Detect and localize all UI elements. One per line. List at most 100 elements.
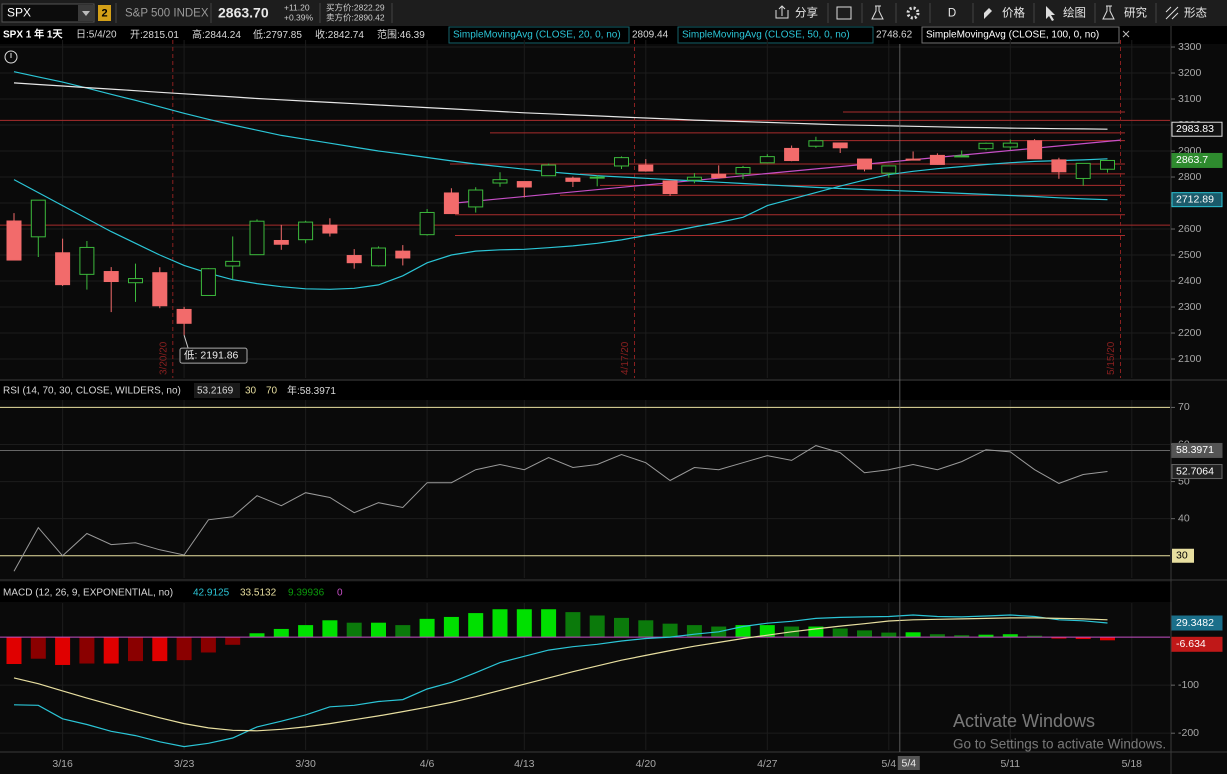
- rsi-year: 年:58.3971: [287, 384, 336, 397]
- histogram-bar: [322, 620, 338, 638]
- histogram-bar: [419, 618, 435, 638]
- period-button[interactable]: D: [948, 8, 956, 20]
- histogram-bar: [55, 637, 71, 665]
- histogram-bar: [541, 609, 557, 638]
- histogram-bar: [273, 628, 289, 638]
- candle-body: [200, 268, 216, 296]
- studies-button[interactable]: 研究: [1124, 6, 1147, 20]
- rsi-overbought: 70: [266, 386, 278, 397]
- value-box: [1171, 464, 1223, 480]
- histogram-bar: [638, 620, 654, 638]
- histogram-bar: [1002, 634, 1018, 638]
- candle-body: [298, 221, 314, 241]
- candle-body: [784, 147, 800, 162]
- date-label: 日:5/4/20: [76, 30, 117, 41]
- histogram-bar: [1051, 637, 1067, 639]
- price-header: [0, 26, 1227, 44]
- candle-body: [55, 252, 71, 286]
- candle-body: [711, 173, 727, 179]
- candle-body: [662, 180, 678, 195]
- low-callout-value: 2191.86: [200, 349, 238, 361]
- bid: 买方价:2822.29: [326, 2, 385, 12]
- low-info: 低:2797.85: [253, 28, 302, 41]
- candle-body: [565, 177, 581, 182]
- candle-body: [468, 189, 484, 208]
- x-tick-label: 4/13: [514, 758, 535, 770]
- toolbar: [0, 0, 1227, 26]
- candle-body: [735, 166, 751, 175]
- candle-body: [346, 255, 362, 264]
- candle-body: [954, 155, 970, 158]
- histogram-bar: [978, 634, 994, 638]
- sma-line: [13, 82, 1108, 130]
- settings-icon[interactable]: [906, 6, 920, 20]
- patterns-button[interactable]: 形态: [1184, 7, 1207, 20]
- histogram-bar: [954, 635, 970, 638]
- watermark-title: Activate Windows: [953, 711, 1095, 731]
- low-label: 低:: [253, 28, 266, 41]
- histogram-bar: [176, 637, 192, 661]
- candle-body: [1002, 142, 1018, 148]
- candle-body: [978, 142, 994, 150]
- x-tick-label: 4/6: [420, 758, 435, 770]
- macd-title: MACD (12, 26, 9, EXPONENTIAL, no): [3, 588, 173, 599]
- macd-line: [13, 617, 1108, 732]
- histogram-bar: [346, 622, 362, 638]
- histogram-bar: [395, 625, 411, 638]
- y-tick-label: 50: [1178, 475, 1190, 487]
- value-box-label: 2712.89: [1176, 193, 1214, 205]
- candle-body: [103, 271, 119, 283]
- price-button[interactable]: 价格: [1002, 6, 1025, 20]
- crosshair-box: [897, 756, 920, 770]
- study-box[interactable]: [677, 26, 874, 44]
- histogram-bar: [832, 628, 848, 638]
- link-badge[interactable]: [98, 5, 111, 21]
- y-tick-label: 70: [1178, 401, 1190, 413]
- ask: 卖方价:2890.42: [326, 12, 385, 22]
- candle-body: [614, 157, 629, 167]
- value-box: [1171, 121, 1223, 137]
- x-tick-label: 3/23: [174, 758, 195, 770]
- macd-line: [13, 614, 1108, 748]
- x-tick-label: 3/30: [295, 758, 316, 770]
- open-label: 开:: [130, 30, 143, 41]
- candle-body: [225, 260, 241, 267]
- dropdown-arrow: [82, 11, 90, 16]
- candle-body: [1051, 159, 1067, 173]
- candle-body: [541, 164, 557, 177]
- histogram-bar: [881, 632, 897, 638]
- drawing-button[interactable]: 绘图: [1063, 6, 1086, 20]
- histogram-bar: [103, 637, 119, 664]
- candle-body: [176, 308, 192, 324]
- flask-icon[interactable]: [871, 5, 884, 20]
- candle-body: [686, 176, 702, 181]
- change-pct: +0.39%: [284, 12, 314, 22]
- histogram-bar: [79, 637, 95, 664]
- open-info: 开:2815.01: [130, 30, 179, 41]
- candle-body: [516, 181, 532, 188]
- rsi-value: 53.2169: [197, 386, 234, 397]
- histogram-bar: [614, 617, 629, 638]
- histogram-bar: [808, 626, 824, 638]
- expiry-label: 5/15/20: [1106, 341, 1117, 375]
- macd-value: 42.9125: [193, 588, 230, 599]
- study-box[interactable]: [448, 26, 630, 44]
- study-box[interactable]: [921, 26, 1120, 44]
- histogram-bar: [443, 616, 459, 638]
- range-value: 46.39: [400, 30, 425, 41]
- open-value: 2815.01: [143, 30, 180, 41]
- plots: 2100220023002400250026002700280029003000…: [0, 40, 1223, 770]
- candle-body: [905, 158, 921, 161]
- candle-body: [273, 239, 289, 245]
- rsi-oversold: 30: [245, 386, 257, 397]
- alert-icon[interactable]: [4, 50, 18, 64]
- screenshot-icon[interactable]: [836, 6, 852, 20]
- value-box-label: 52.7064: [1176, 465, 1214, 477]
- x-tick-label: 4/20: [636, 758, 657, 770]
- close-icon[interactable]: [1122, 30, 1130, 38]
- candle-body: [30, 199, 46, 238]
- y-tick-label: -200: [1178, 727, 1199, 739]
- rsi-header: [0, 381, 1172, 400]
- y-tick-label: 3300: [1178, 41, 1202, 53]
